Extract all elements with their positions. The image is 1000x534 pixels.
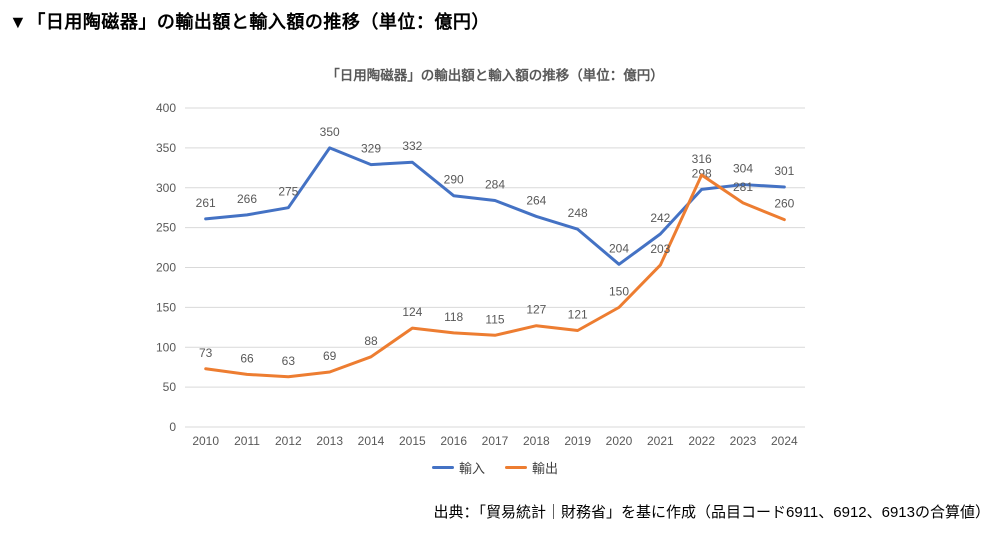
svg-text:264: 264 xyxy=(526,193,546,207)
svg-text:400: 400 xyxy=(156,101,176,115)
svg-text:248: 248 xyxy=(568,206,588,220)
y-axis-labels: 0 50 100 150 200 250 300 350 400 xyxy=(156,101,176,434)
svg-text:266: 266 xyxy=(237,192,257,206)
svg-text:2022: 2022 xyxy=(688,434,715,448)
legend-label-export: 輸出 xyxy=(532,461,559,476)
svg-text:350: 350 xyxy=(156,141,176,155)
svg-text:115: 115 xyxy=(485,312,504,326)
svg-text:281: 281 xyxy=(733,180,753,194)
svg-text:200: 200 xyxy=(156,261,176,275)
export-line-swatch-icon xyxy=(505,466,527,469)
svg-text:316: 316 xyxy=(692,152,712,166)
svg-text:203: 203 xyxy=(650,242,670,256)
svg-text:300: 300 xyxy=(156,181,176,195)
svg-text:69: 69 xyxy=(323,349,337,363)
svg-text:2011: 2011 xyxy=(234,434,260,448)
svg-text:2014: 2014 xyxy=(358,434,385,448)
svg-text:2010: 2010 xyxy=(192,434,219,448)
svg-text:250: 250 xyxy=(156,221,176,235)
x-axis-labels: 2010 2011 2012 2013 2014 2015 2016 2017 2018 2019… xyxy=(192,434,798,448)
export-line xyxy=(204,173,786,379)
svg-text:127: 127 xyxy=(526,303,546,317)
svg-text:242: 242 xyxy=(650,211,670,225)
legend-label-import: 輸入 xyxy=(458,461,485,476)
import-line-swatch-icon xyxy=(431,466,454,469)
svg-text:2015: 2015 xyxy=(399,434,426,448)
svg-text:2013: 2013 xyxy=(316,434,343,448)
svg-text:118: 118 xyxy=(444,310,463,324)
svg-text:63: 63 xyxy=(282,354,296,368)
svg-text:275: 275 xyxy=(278,185,298,199)
svg-text:124: 124 xyxy=(402,305,422,319)
svg-text:100: 100 xyxy=(156,340,176,354)
legend-item-import: 輸入 xyxy=(431,458,485,477)
svg-text:2023: 2023 xyxy=(730,434,757,448)
legend-item-export: 輸出 xyxy=(505,458,558,477)
svg-text:2021: 2021 xyxy=(647,434,674,448)
svg-text:73: 73 xyxy=(199,346,213,360)
svg-text:2018: 2018 xyxy=(523,434,550,448)
svg-text:2012: 2012 xyxy=(275,434,302,448)
svg-text:290: 290 xyxy=(444,173,464,187)
chart-legend: 輸入 輸出 xyxy=(185,458,805,477)
export-data-labels: 73 66 63 69 88 124 118 115 127 121 150 203 316 281 260 xyxy=(199,152,795,368)
svg-text:50: 50 xyxy=(163,380,177,394)
svg-text:304: 304 xyxy=(733,162,753,176)
chart-title: 「日用陶磁器」の輸出額と輸入額の推移（単位：億円） xyxy=(326,68,664,83)
svg-text:88: 88 xyxy=(364,334,378,348)
page-title: ▼「日用陶磁器」の輸出額と輸入額の推移（単位：億円） xyxy=(9,12,490,32)
svg-text:2019: 2019 xyxy=(564,434,591,448)
svg-text:301: 301 xyxy=(774,164,794,178)
svg-text:350: 350 xyxy=(320,125,340,139)
svg-text:2024: 2024 xyxy=(771,434,798,448)
gridlines xyxy=(185,107,805,428)
svg-text:2016: 2016 xyxy=(440,434,467,448)
svg-text:284: 284 xyxy=(485,178,505,192)
svg-text:121: 121 xyxy=(568,308,588,322)
svg-text:2020: 2020 xyxy=(606,434,633,448)
svg-text:150: 150 xyxy=(609,284,629,298)
svg-text:261: 261 xyxy=(196,196,216,210)
svg-text:329: 329 xyxy=(361,142,381,156)
svg-text:150: 150 xyxy=(156,300,176,314)
svg-text:0: 0 xyxy=(169,420,176,434)
svg-text:2017: 2017 xyxy=(482,434,509,448)
svg-text:332: 332 xyxy=(402,139,422,153)
svg-text:204: 204 xyxy=(609,241,629,255)
svg-text:260: 260 xyxy=(774,197,794,211)
svg-text:66: 66 xyxy=(240,351,254,365)
source-note: 出典：「貿易統計｜財務省」を基に作成（品目コード6911、6912、6913の合… xyxy=(433,504,991,521)
